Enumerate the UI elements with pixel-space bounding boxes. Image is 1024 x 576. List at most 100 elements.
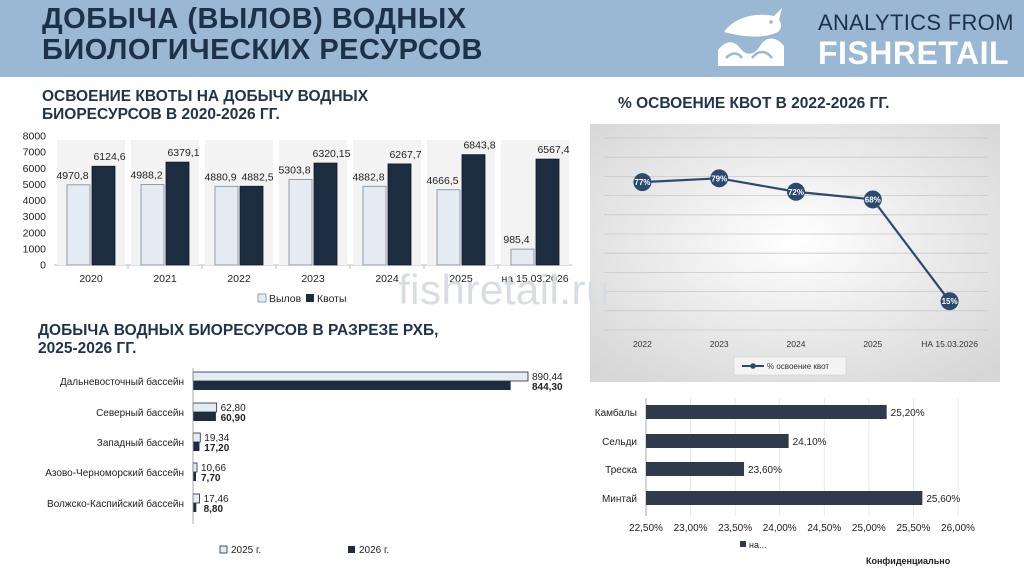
quota-bar bbox=[165, 161, 190, 266]
basin-bar-2025 bbox=[192, 432, 201, 443]
species-bar bbox=[646, 405, 887, 419]
x-tick-label: 2024 bbox=[375, 273, 399, 285]
x-tick-label: 23,50% bbox=[718, 523, 752, 534]
species-bar bbox=[646, 434, 789, 448]
x-tick-label: 2025 bbox=[863, 339, 882, 349]
species-label: Сельди bbox=[602, 437, 637, 448]
catch-bar bbox=[510, 248, 535, 266]
species-value-label: 25,60% bbox=[926, 494, 960, 505]
legend-swatch-catch bbox=[257, 293, 267, 303]
quota-bar-chart: 0 1000 2000 3000 4000 5000 6000 7000 8000 4970,8 6… bbox=[23, 131, 572, 305]
basin-label: Северный бассейн bbox=[96, 407, 184, 419]
species-label: Камбалы bbox=[595, 407, 637, 419]
data-point-label: 79% bbox=[711, 174, 727, 183]
basin-value-2026: 8,80 bbox=[204, 504, 224, 515]
quota-value-label: 6379,1 bbox=[167, 147, 199, 159]
y-tick-label: 5000 bbox=[23, 179, 47, 191]
x-tick-label: 24,00% bbox=[763, 523, 797, 534]
fish-wave-logo-icon bbox=[718, 8, 784, 66]
legend-label-2026: 2026 г. bbox=[359, 545, 389, 556]
x-tick-label: 24,50% bbox=[807, 523, 841, 534]
basin-value-2025: 19,34 bbox=[204, 433, 229, 444]
percent-chart-title-text: % ОСВОЕНИЕ КВОТ В 2022-2026 ГГ. bbox=[618, 95, 890, 112]
header-banner: ДОБЫЧА (ВЫЛОВ) ВОДНЫХ БИОЛОГИЧЕСКИХ РЕСУ… bbox=[0, 0, 1024, 77]
basin-value-2025: 890,44 bbox=[532, 372, 563, 383]
x-tick-label: 2023 bbox=[710, 339, 729, 349]
y-tick-label: 8000 bbox=[23, 131, 47, 143]
watermark: fishretail.ru bbox=[398, 266, 610, 313]
data-point-label: 77% bbox=[634, 178, 650, 187]
basin-label: Азово-Черноморский бассейн bbox=[45, 467, 184, 479]
species-value-label: 24,10% bbox=[793, 437, 827, 448]
basin-bar-2025 bbox=[192, 402, 218, 413]
catch-bar bbox=[436, 189, 461, 266]
basin-value-2026: 17,20 bbox=[204, 443, 229, 454]
brand-tagline: ANALYTICS FROM bbox=[818, 10, 1014, 35]
basin-value-2026: 844,30 bbox=[532, 382, 563, 393]
brand-name: FISHRETAIL bbox=[818, 35, 1010, 71]
data-point-label: 72% bbox=[788, 188, 804, 197]
quota-value-label: 6567,4 bbox=[537, 144, 569, 156]
basin-bar-2026 bbox=[193, 503, 197, 512]
page-title: ДОБЫЧА (ВЫЛОВ) ВОДНЫХ БИОЛОГИЧЕСКИХ РЕСУ… bbox=[42, 4, 642, 66]
legend-label-2025: 2025 г. bbox=[231, 545, 261, 556]
species-bar bbox=[646, 462, 745, 476]
catch-bar bbox=[362, 185, 387, 266]
catch-bar bbox=[66, 184, 91, 266]
quota-value-label: 4882,5 bbox=[241, 171, 273, 183]
y-tick-label: 2000 bbox=[23, 227, 47, 239]
x-tick-label: 2024 bbox=[787, 339, 806, 349]
x-tick-label: НА 15.03.2026 bbox=[921, 339, 978, 349]
x-tick-label: 2021 bbox=[153, 273, 177, 285]
y-tick-label: 7000 bbox=[23, 147, 47, 159]
species-label: Минтай bbox=[602, 494, 637, 505]
y-tick-label: 4000 bbox=[23, 195, 47, 207]
legend-swatch bbox=[740, 541, 746, 547]
quota-chart-title-line1: ОСВОЕНИЕ КВОТЫ НА ДОБЫЧУ ВОДНЫХ bbox=[42, 88, 369, 105]
legend-box bbox=[733, 356, 847, 376]
quota-chart-title: ОСВОЕНИЕ КВОТЫ НА ДОБЫЧУ ВОДНЫХ БИОРЕСУР… bbox=[42, 88, 368, 124]
catch-value-label: 5303,8 bbox=[278, 164, 310, 176]
catch-value-label: 4882,8 bbox=[352, 171, 384, 183]
data-point bbox=[940, 292, 959, 311]
catch-bar bbox=[214, 185, 239, 266]
quota-value-label: 6267,7 bbox=[389, 149, 421, 161]
catch-value-label: 4988,2 bbox=[130, 170, 162, 182]
quota-bar bbox=[91, 165, 116, 266]
x-tick-label: 2020 bbox=[79, 273, 103, 285]
quota-bar bbox=[461, 154, 486, 266]
basin-chart-title-line1: ДОБЫЧА ВОДНЫХ БИОРЕСУРСОВ В РАЗРЕЗЕ РХБ, bbox=[38, 322, 439, 339]
data-point bbox=[633, 173, 652, 192]
species-bar-chart: 22,50% 23,00% 23,50% 24,00% 24,50% 25,00% 25,5… bbox=[595, 398, 975, 550]
basin-label: Западный бассейн bbox=[97, 437, 184, 449]
x-tick-label: на 15.03.2026 bbox=[501, 273, 568, 285]
confidential-note: Конфиденциально bbox=[866, 556, 951, 566]
basin-value-2025: 62,80 bbox=[221, 403, 246, 414]
quota-bar bbox=[387, 163, 412, 266]
basin-value-2026: 7,70 bbox=[201, 473, 221, 484]
x-tick-label: 2025 bbox=[449, 273, 473, 285]
basin-bar-2026 bbox=[193, 442, 200, 451]
x-tick-label: 2023 bbox=[301, 273, 325, 285]
species-value-label: 25,20% bbox=[891, 408, 925, 419]
legend-label-quota: Квоты bbox=[317, 293, 347, 305]
basin-bar-2026 bbox=[193, 381, 511, 390]
data-point bbox=[710, 169, 729, 188]
quota-chart-title-line2: БИОРЕСУРСОВ В 2020-2026 ГГ. bbox=[42, 106, 280, 123]
basin-value-2025: 10,66 bbox=[201, 463, 226, 474]
data-point-label: 68% bbox=[865, 195, 881, 204]
data-point bbox=[863, 190, 882, 209]
y-tick-label: 1000 bbox=[23, 243, 47, 255]
basin-value-2025: 17,46 bbox=[204, 494, 229, 505]
quota-bar bbox=[239, 185, 264, 266]
basin-bar-2026 bbox=[193, 412, 216, 421]
legend-swatch-2026 bbox=[348, 546, 355, 553]
catch-bar bbox=[288, 179, 313, 266]
data-point bbox=[787, 182, 805, 201]
y-tick-label: 3000 bbox=[23, 211, 47, 223]
basin-chart-title: ДОБЫЧА ВОДНЫХ БИОРЕСУРСОВ В РАЗРЕЗЕ РХБ,… bbox=[38, 322, 438, 358]
species-value-label: 23,60% bbox=[748, 465, 782, 476]
x-tick-label: 2022 bbox=[227, 273, 251, 285]
